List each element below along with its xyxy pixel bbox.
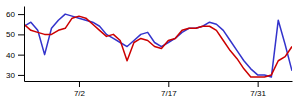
y-tick-label: 60	[6, 10, 15, 19]
x-axis-line	[25, 81, 293, 82]
x-tick-label: 7/31	[250, 89, 266, 96]
series-line	[24, 16, 292, 77]
y-tick-label: 30	[6, 71, 15, 80]
y-tick: 40	[6, 51, 24, 60]
y-tick-label: 50	[6, 30, 15, 39]
x-tick-label: 7/2	[74, 89, 86, 96]
x-tick-mark	[258, 81, 259, 87]
x-axis: 7/2 7/17 7/31	[25, 81, 293, 96]
x-tick: 7/31	[250, 81, 266, 96]
x-tick-mark	[79, 81, 80, 87]
x-tick: 7/2	[74, 81, 86, 96]
lines	[24, 14, 292, 77]
y-axis: 30 40 50 60	[6, 7, 24, 82]
x-tick-mark	[168, 81, 169, 87]
chart: 7/2 7/17 7/31 30 40 50 60	[0, 0, 300, 96]
x-tick: 7/17	[161, 81, 177, 96]
y-tick: 60	[6, 10, 24, 19]
y-tick-mark	[18, 55, 24, 56]
y-tick-mark	[18, 34, 24, 35]
y-tick: 50	[6, 30, 24, 39]
y-tick: 30	[6, 71, 24, 80]
y-tick-mark	[18, 14, 24, 15]
y-tick-mark	[18, 75, 24, 76]
series-line	[24, 14, 292, 77]
x-tick-label: 7/17	[161, 89, 177, 96]
plot-area: 7/2 7/17 7/31 30 40 50 60	[6, 7, 292, 96]
y-axis-line	[24, 7, 25, 82]
y-tick-label: 40	[6, 51, 15, 60]
